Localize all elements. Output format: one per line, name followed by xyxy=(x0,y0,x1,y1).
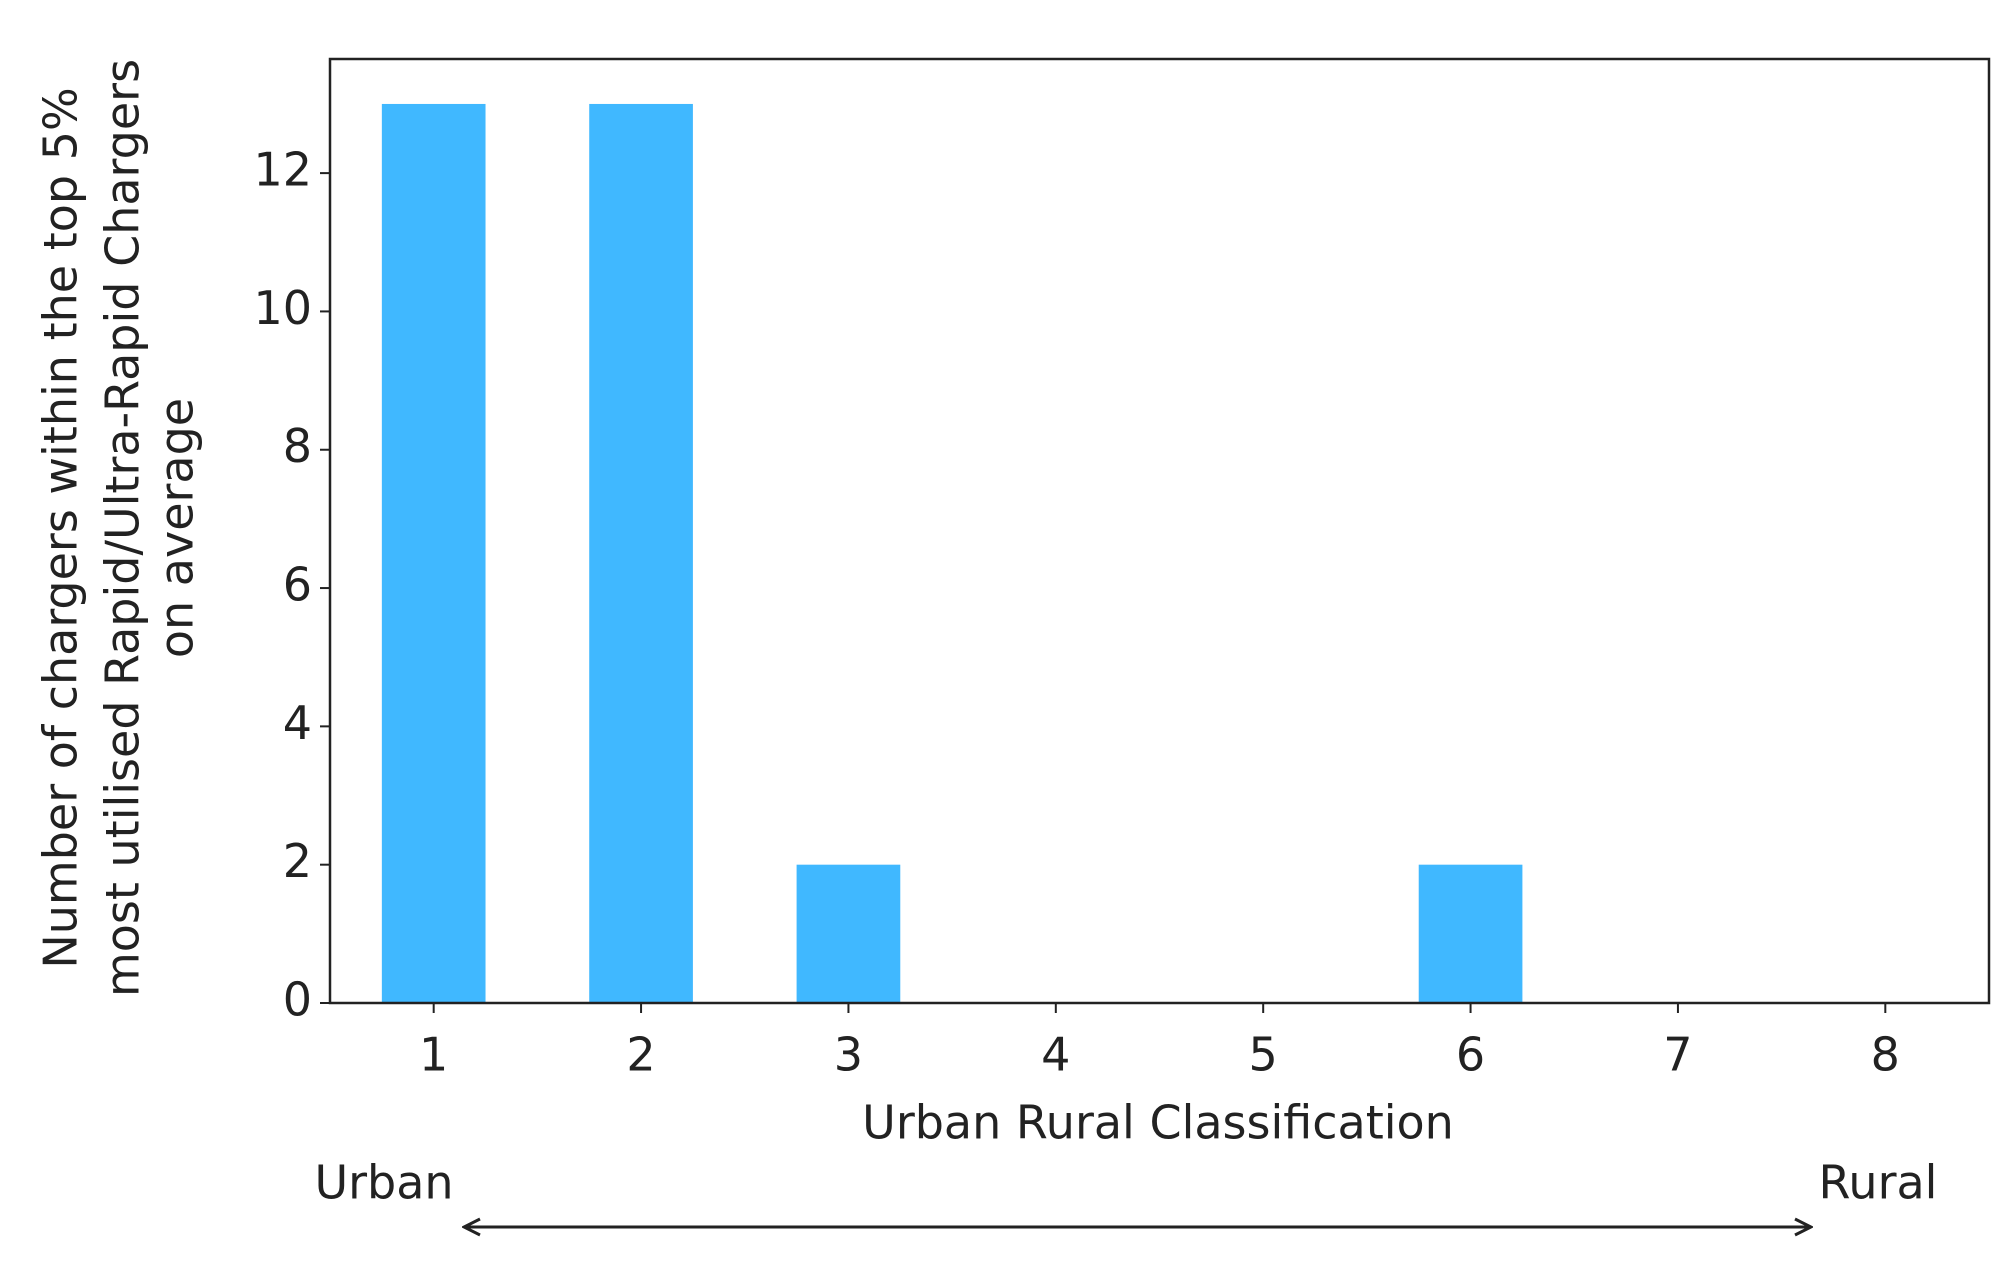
y-tick-label: 4 xyxy=(283,696,312,750)
bar xyxy=(381,103,486,1003)
annotation: Rural xyxy=(1819,1156,1938,1210)
x-tick-label: 5 xyxy=(1249,1028,1278,1082)
y-tick-label: 6 xyxy=(283,558,312,612)
y-axis-label: most utilised Rapid/Ultra-Rapid Chargers xyxy=(96,59,150,997)
x-tick-label: 4 xyxy=(1041,1028,1070,1082)
x-tick-label: 3 xyxy=(834,1028,863,1082)
bar xyxy=(1418,864,1523,1003)
x-tick-label: 6 xyxy=(1456,1028,1485,1082)
bar xyxy=(796,864,901,1003)
y-axis-label: Number of chargers within the top 5% xyxy=(34,87,88,968)
annotation: Urban xyxy=(314,1156,453,1210)
x-tick-label: 1 xyxy=(419,1028,448,1082)
x-tick-label: 2 xyxy=(626,1028,655,1082)
y-tick-label: 8 xyxy=(283,419,312,473)
y-tick-label: 12 xyxy=(253,143,312,197)
x-tick-label: 8 xyxy=(1871,1028,1900,1082)
y-tick-label: 10 xyxy=(253,281,312,335)
plot-frame xyxy=(328,57,1991,1005)
y-axis-label: on average xyxy=(150,398,204,658)
y-tick-label: 0 xyxy=(283,973,312,1027)
y-tick-label: 2 xyxy=(283,834,312,888)
x-axis-label: Urban Rural Classification xyxy=(862,1096,1454,1150)
x-tick-label: 7 xyxy=(1663,1028,1692,1082)
bar xyxy=(589,103,693,1003)
